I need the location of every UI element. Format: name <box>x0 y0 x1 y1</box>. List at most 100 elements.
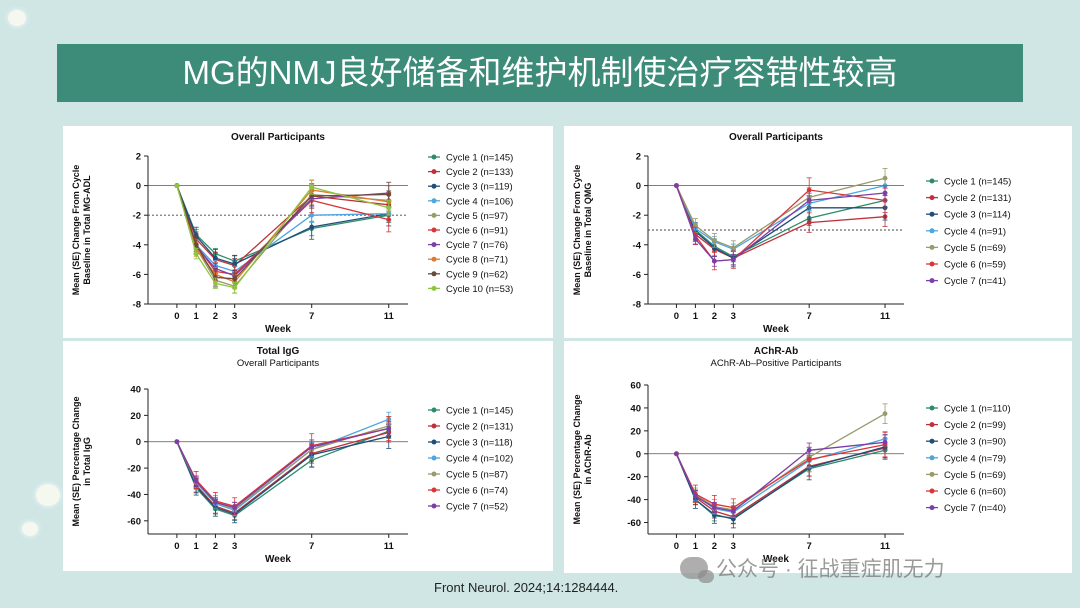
legend-swatch-marker <box>431 455 437 461</box>
legend-swatch-marker <box>431 503 437 509</box>
legend-label: Cycle 2 (n=131) <box>944 193 1011 204</box>
legend-label: Cycle 3 (n=118) <box>446 438 513 449</box>
decorative-flower <box>8 10 26 26</box>
page-title: MG的NMJ良好储备和维护机制使治疗容错性较高 <box>57 44 1023 102</box>
y-axis-label: Mean (SE) Percentage Change <box>71 396 81 526</box>
legend-label: Cycle 7 (n=52) <box>446 502 508 513</box>
series-line <box>675 446 886 520</box>
legend-label: Cycle 7 (n=41) <box>944 276 1006 287</box>
x-tick-label: 11 <box>880 311 891 322</box>
legend-label: Cycle 5 (n=97) <box>446 211 508 222</box>
x-axis-label: Week <box>763 324 789 335</box>
data-point <box>693 236 698 242</box>
data-point <box>193 478 199 484</box>
chart-title: Overall Participants <box>729 132 823 143</box>
y-tick-label: 0 <box>636 181 641 192</box>
legend-swatch-marker <box>929 178 935 184</box>
series-line <box>675 443 886 509</box>
legend-label: Cycle 6 (n=60) <box>944 487 1006 498</box>
y-tick-label: 2 <box>636 152 641 163</box>
data-point <box>213 274 218 280</box>
legend-swatch-marker <box>431 198 437 204</box>
legend-label: Cycle 6 (n=59) <box>944 260 1006 271</box>
y-axis-label: in Total IgG <box>82 437 92 486</box>
legend-label: Cycle 4 (n=102) <box>446 454 513 465</box>
x-tick-label: 2 <box>213 541 218 552</box>
y-tick-label: 20 <box>130 411 141 422</box>
data-point <box>193 242 199 248</box>
legend-swatch-marker <box>929 228 935 234</box>
data-point <box>882 439 888 445</box>
legend-swatch-marker <box>929 505 935 511</box>
data-point <box>711 258 717 264</box>
legend-swatch-marker <box>929 422 935 428</box>
series-line <box>176 435 389 515</box>
x-tick-label: 0 <box>674 311 679 322</box>
legend-label: Cycle 5 (n=69) <box>944 243 1006 254</box>
x-tick-label: 7 <box>309 541 314 552</box>
chart-qmg: Overall Participants 2 0 -2 -4 -6 -8 0 1 2 3 7 11 Wee… <box>572 132 1011 335</box>
legend-label: Cycle 2 (n=131) <box>446 422 513 433</box>
legend-swatch-marker <box>929 471 935 477</box>
legend-swatch-marker <box>431 154 437 160</box>
y-tick-label: -6 <box>133 270 141 281</box>
legend-swatch-marker <box>431 183 437 189</box>
x-tick-label: 11 <box>384 311 395 322</box>
x-tick-label: 7 <box>807 311 812 322</box>
watermark: 公众号 · 征战重症肌无力 <box>680 553 945 583</box>
y-tick-label: -60 <box>127 516 141 527</box>
series-line <box>176 427 389 509</box>
series-line <box>176 185 389 283</box>
data-point <box>882 190 888 196</box>
citation: Front Neurol. 2024;14:1284444. <box>434 580 619 595</box>
data-point <box>693 493 698 499</box>
y-tick-label: 20 <box>630 426 641 437</box>
series-line <box>675 441 886 512</box>
x-tick-label: 1 <box>193 541 199 552</box>
y-tick-label: -60 <box>627 518 641 529</box>
data-point <box>882 175 888 181</box>
data-point <box>232 276 238 282</box>
data-point <box>386 192 392 197</box>
data-point <box>213 280 218 286</box>
legend-swatch-marker <box>929 488 935 494</box>
legend-label: Cycle 3 (n=90) <box>944 437 1006 448</box>
x-tick-label: 0 <box>174 311 179 322</box>
y-tick-label: 0 <box>636 449 641 460</box>
y-tick-label: -2 <box>133 211 141 222</box>
y-tick-label: -6 <box>633 270 641 281</box>
x-axis-label: Week <box>265 324 291 335</box>
y-axis-label: Mean (SE) Change From Cycle <box>71 165 81 296</box>
legend-swatch-marker <box>431 423 437 429</box>
y-axis-label: Baseline in Total MG-ADL <box>82 175 92 285</box>
legend-label: Cycle 4 (n=106) <box>446 196 513 207</box>
y-tick-label: -40 <box>127 490 141 501</box>
data-point <box>386 205 392 211</box>
legend-label: Cycle 9 (n=62) <box>446 269 508 280</box>
data-point <box>232 285 238 291</box>
data-point <box>309 212 315 218</box>
x-axis-label: Week <box>763 554 789 565</box>
legend-swatch-marker <box>929 195 935 201</box>
data-point <box>711 245 717 251</box>
x-tick-label: 7 <box>807 541 812 552</box>
y-tick-label: -4 <box>633 240 642 251</box>
legend-label: Cycle 5 (n=87) <box>446 470 508 481</box>
x-tick-label: 1 <box>193 311 199 322</box>
series-line <box>675 413 886 511</box>
legend-swatch-marker <box>929 438 935 444</box>
legend-label: Cycle 10 (n=53) <box>446 284 513 295</box>
legend-label: Cycle 1 (n=145) <box>446 406 513 417</box>
chart-title: Overall Participants <box>231 132 325 143</box>
legend-label: Cycle 6 (n=74) <box>446 486 508 497</box>
chart-panel-mg-adl: Overall Participants 2 0 -2 -4 -6 -8 0 1 2 3 7 11 Wee… <box>63 126 553 338</box>
y-tick-label: 0 <box>136 437 141 448</box>
data-point <box>386 426 392 431</box>
x-tick-label: 2 <box>712 541 717 552</box>
x-tick-label: 11 <box>384 541 395 552</box>
chart-title: AChR-Ab <box>754 346 798 357</box>
legend-swatch-marker <box>431 169 437 175</box>
data-point <box>806 220 812 225</box>
legend-swatch-marker <box>929 261 935 267</box>
